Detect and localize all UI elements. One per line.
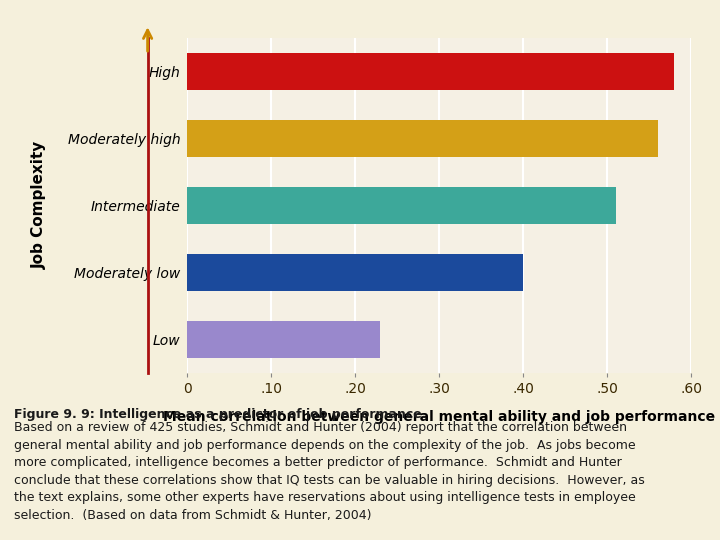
Bar [187, 321, 380, 357]
Text: Figure 9. 9: Intelligence as a predictor of job performance.: Figure 9. 9: Intelligence as a predictor… [14, 408, 427, 421]
Bar [187, 187, 616, 224]
Text: Job Complexity: Job Complexity [32, 141, 47, 269]
X-axis label: Mean correlation between general mental ability and job performance: Mean correlation between general mental … [163, 409, 715, 423]
Bar [187, 53, 675, 90]
Text: Based on a review of 425 studies, Schmidt and Hunter (2004) report that the corr: Based on a review of 425 studies, Schmid… [14, 421, 645, 522]
Bar [187, 120, 657, 157]
Bar [187, 254, 523, 291]
